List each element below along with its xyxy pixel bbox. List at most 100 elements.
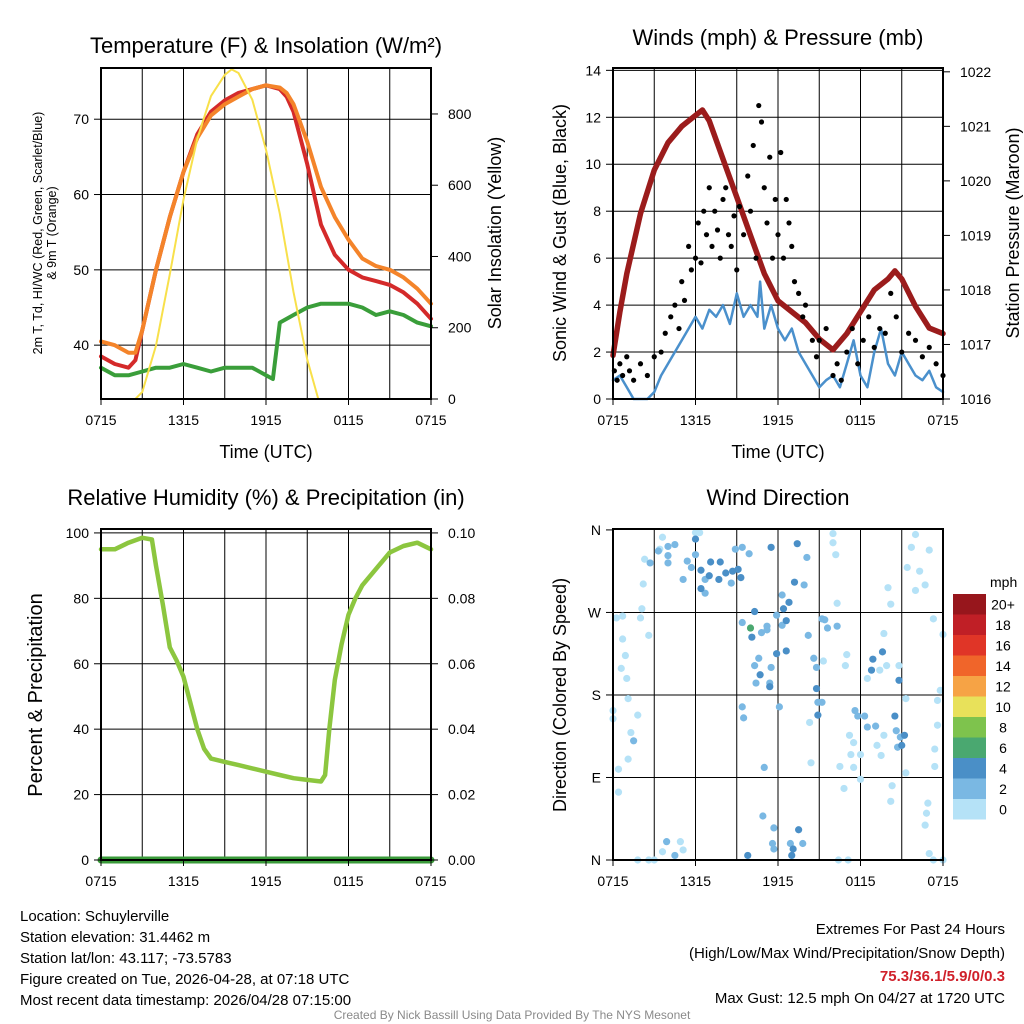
rh-chart: 0715 1315 1915 0115 0715 0 20 40 60 80 100 0.00 0.02… [66, 525, 476, 889]
y2-tick-label: 0.04 [448, 721, 475, 737]
direction-point [845, 731, 854, 739]
direction-point [679, 575, 687, 584]
direction-point [654, 547, 662, 555]
direction-point [770, 824, 778, 832]
direction-point [916, 567, 924, 575]
temp-chart: 0715 1315 1915 0115 0715 40 50 60 70 0 200 400 600 80… [73, 67, 472, 428]
y-tick-label: 20 [73, 787, 89, 803]
direction-point [621, 651, 629, 660]
y2-tick-label: 1020 [960, 173, 991, 189]
dir-chart: 0715 1315 1915 0115 0715 N E S W N [588, 522, 959, 889]
temp-ylabel-line2: & 9m T (Orange) [45, 186, 59, 279]
direction-point [880, 629, 888, 638]
direction-point [646, 559, 654, 567]
direction-point [911, 530, 920, 539]
direction-point [746, 624, 755, 632]
gust-point [731, 213, 737, 219]
colorbar-label: 2 [999, 781, 1007, 797]
y-tick-label: 14 [585, 62, 601, 78]
gust-point [734, 267, 740, 273]
y2-tick-label: 1016 [960, 391, 991, 407]
direction-point [850, 763, 858, 771]
direction-point [931, 745, 939, 753]
gust-point [692, 255, 699, 261]
gust-point [679, 279, 685, 285]
gust-point [728, 243, 734, 250]
direction-point [856, 775, 865, 783]
direction-point [903, 563, 911, 572]
y2-tick-label: 800 [448, 106, 472, 122]
direction-point [877, 751, 885, 760]
x-tick-label: 0715 [597, 873, 628, 889]
y2-tick-label: 0.10 [448, 525, 475, 541]
direction-point [922, 809, 931, 817]
max-gust-text: Max Gust: 12.5 mph On 04/27 at 1720 UTC [715, 990, 1005, 1007]
y2-tick-label: 0.06 [448, 656, 475, 672]
direction-point [756, 671, 764, 679]
gust-point [769, 255, 776, 261]
direction-point [768, 839, 777, 848]
direction-point [729, 567, 737, 575]
direction-point [887, 797, 895, 805]
gust-point [626, 368, 633, 374]
direction-point [790, 578, 799, 586]
direction-point [836, 762, 844, 771]
direction-point [701, 589, 709, 597]
y2-tick-label: 0.08 [448, 590, 475, 606]
direction-point [773, 611, 781, 619]
direction-point [636, 614, 645, 622]
direction-point [902, 769, 910, 777]
x-tick-label: 1915 [762, 873, 793, 889]
gust-point [888, 290, 894, 296]
y-tick-label: 50 [73, 262, 89, 278]
y2-tick-label: 1021 [960, 118, 991, 134]
y-tick-label: 8 [593, 203, 601, 219]
y-tick-label: 12 [585, 109, 601, 125]
direction-point [619, 612, 627, 620]
direction-point [705, 572, 713, 580]
colorbar-label: 0 [999, 801, 1007, 817]
direction-point [612, 614, 621, 622]
gust-point [717, 255, 723, 261]
direction-point [818, 698, 826, 706]
solar-insolation-line [100, 68, 432, 400]
y2-tick-label: 0.02 [448, 787, 475, 803]
gust-point [698, 260, 704, 266]
direction-point [738, 543, 746, 551]
extremes-legend: (High/Low/Max Wind/Precipitation/Snow De… [689, 945, 1005, 962]
gust-point [791, 279, 798, 285]
gust-point [800, 314, 806, 320]
direction-point [740, 714, 748, 722]
y-tick-label: 70 [73, 111, 89, 127]
colorbar-swatch [953, 614, 986, 635]
direction-point [691, 535, 700, 543]
sonic-wind-line [611, 280, 945, 401]
direction-point [900, 731, 909, 739]
gust-point [745, 173, 751, 179]
gust-point [877, 325, 883, 332]
gust-point [695, 220, 701, 226]
direction-point [892, 727, 900, 735]
wind-chart-title: Winds (mph) & Pressure (mb) [633, 25, 924, 50]
x-tick-label: 1915 [250, 873, 281, 889]
direction-point [641, 555, 649, 563]
colorbar-swatch [953, 635, 986, 656]
gust-point [668, 314, 674, 320]
x-tick-label: 0715 [415, 873, 446, 889]
colorbar-label: 16 [995, 637, 1011, 653]
extremes-values: 75.3/36.1/5.9/0/0.3 [880, 968, 1005, 985]
y-tick-label: 40 [73, 721, 89, 737]
direction-point [806, 718, 814, 727]
direction-point [751, 662, 759, 670]
direction-point [760, 763, 768, 771]
direction-point [887, 600, 895, 608]
direction-point [883, 662, 891, 670]
location-text: Location: Schuylerville [20, 908, 169, 925]
y-tick-label: 60 [73, 187, 89, 203]
y-tick-label: 0 [81, 852, 89, 868]
direction-point [744, 851, 752, 860]
direction-point [921, 821, 929, 829]
temp-chart-title: Temperature (F) & Insolation (W/m²) [90, 33, 442, 58]
gust-point [753, 255, 759, 261]
colorbar-swatch [953, 717, 986, 738]
